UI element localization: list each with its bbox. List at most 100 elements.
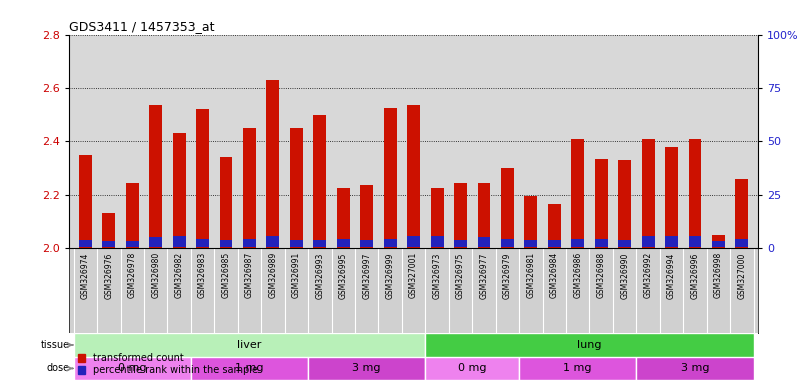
Bar xyxy=(102,241,115,247)
Bar xyxy=(126,182,139,248)
Bar xyxy=(313,240,326,247)
Bar xyxy=(313,114,326,248)
Text: GSM326987: GSM326987 xyxy=(245,252,254,298)
Text: 0 mg: 0 mg xyxy=(458,363,487,373)
Bar xyxy=(637,357,753,380)
Text: GSM326974: GSM326974 xyxy=(81,252,90,298)
Text: GSM326975: GSM326975 xyxy=(456,252,465,298)
Bar xyxy=(431,236,444,247)
Text: GSM326990: GSM326990 xyxy=(620,252,629,298)
Bar xyxy=(642,236,654,247)
Text: GSM326983: GSM326983 xyxy=(198,252,207,298)
Bar xyxy=(337,238,350,247)
Bar xyxy=(407,105,420,248)
Bar xyxy=(384,238,397,247)
Bar xyxy=(665,236,678,247)
Bar xyxy=(618,240,631,247)
Bar xyxy=(79,154,92,248)
Bar xyxy=(360,240,373,247)
Bar xyxy=(79,240,92,247)
Text: GSM326979: GSM326979 xyxy=(503,252,512,298)
Text: GSM326980: GSM326980 xyxy=(151,252,161,298)
Bar xyxy=(126,241,139,247)
Bar xyxy=(501,168,514,248)
Text: GSM326995: GSM326995 xyxy=(339,252,348,298)
Bar xyxy=(665,147,678,248)
Bar xyxy=(243,128,256,248)
Bar xyxy=(267,80,279,248)
Bar xyxy=(290,128,303,248)
Text: GSM326993: GSM326993 xyxy=(315,252,324,298)
Bar xyxy=(571,238,584,247)
Text: GSM326989: GSM326989 xyxy=(268,252,277,298)
Bar xyxy=(431,188,444,248)
Bar xyxy=(689,236,702,247)
Bar xyxy=(501,238,514,247)
Bar xyxy=(525,240,538,247)
Bar xyxy=(571,139,584,248)
Text: GSM326977: GSM326977 xyxy=(479,252,488,298)
Bar xyxy=(594,159,607,248)
Text: GSM326996: GSM326996 xyxy=(690,252,699,298)
Bar xyxy=(519,357,637,380)
Text: GSM326978: GSM326978 xyxy=(128,252,137,298)
Bar xyxy=(173,133,186,248)
Text: GSM326973: GSM326973 xyxy=(432,252,441,298)
Bar xyxy=(407,236,420,247)
Bar xyxy=(74,357,191,380)
Bar xyxy=(337,188,350,248)
Text: liver: liver xyxy=(238,340,262,350)
Bar xyxy=(594,238,607,247)
Text: GSM326994: GSM326994 xyxy=(667,252,676,298)
Text: GSM326991: GSM326991 xyxy=(292,252,301,298)
Bar xyxy=(712,241,725,247)
Bar xyxy=(478,237,491,247)
Text: GSM327000: GSM327000 xyxy=(737,252,746,298)
Bar xyxy=(454,240,467,247)
Bar xyxy=(196,109,209,248)
Text: GSM326998: GSM326998 xyxy=(714,252,723,298)
Bar xyxy=(736,238,749,247)
Text: GSM326992: GSM326992 xyxy=(644,252,653,298)
Bar xyxy=(384,108,397,248)
Bar xyxy=(173,236,186,247)
Text: tissue: tissue xyxy=(41,340,70,350)
Text: GSM327001: GSM327001 xyxy=(409,252,418,298)
Bar xyxy=(149,105,162,248)
Text: 0 mg: 0 mg xyxy=(118,363,147,373)
Bar xyxy=(454,182,467,248)
Bar xyxy=(525,196,538,248)
Text: GSM326986: GSM326986 xyxy=(573,252,582,298)
Text: 3 mg: 3 mg xyxy=(680,363,710,373)
Bar xyxy=(220,157,233,248)
Bar xyxy=(736,179,749,248)
Bar xyxy=(191,357,308,380)
Text: GSM326976: GSM326976 xyxy=(105,252,114,298)
Text: 1 mg: 1 mg xyxy=(564,363,592,373)
Text: 1 mg: 1 mg xyxy=(235,363,264,373)
Text: GSM326985: GSM326985 xyxy=(221,252,230,298)
Text: lung: lung xyxy=(577,340,602,350)
Bar xyxy=(689,139,702,248)
Legend: transformed count, percentile rank within the sample: transformed count, percentile rank withi… xyxy=(74,349,262,379)
Bar xyxy=(220,240,233,247)
Text: GSM326988: GSM326988 xyxy=(597,252,606,298)
Text: GSM326982: GSM326982 xyxy=(174,252,183,298)
Text: 3 mg: 3 mg xyxy=(353,363,381,373)
Text: GSM326997: GSM326997 xyxy=(363,252,371,298)
Bar xyxy=(548,240,560,247)
Bar xyxy=(74,333,425,357)
Bar xyxy=(196,238,209,247)
Text: GSM326984: GSM326984 xyxy=(550,252,559,298)
Bar xyxy=(712,235,725,248)
Bar xyxy=(425,357,519,380)
Bar xyxy=(618,160,631,248)
Bar xyxy=(642,139,654,248)
Bar xyxy=(149,237,162,247)
Bar xyxy=(243,238,256,247)
Text: GDS3411 / 1457353_at: GDS3411 / 1457353_at xyxy=(69,20,214,33)
Text: dose: dose xyxy=(46,363,70,373)
Bar xyxy=(308,357,425,380)
Text: GSM326999: GSM326999 xyxy=(386,252,395,298)
Text: GSM326981: GSM326981 xyxy=(526,252,535,298)
